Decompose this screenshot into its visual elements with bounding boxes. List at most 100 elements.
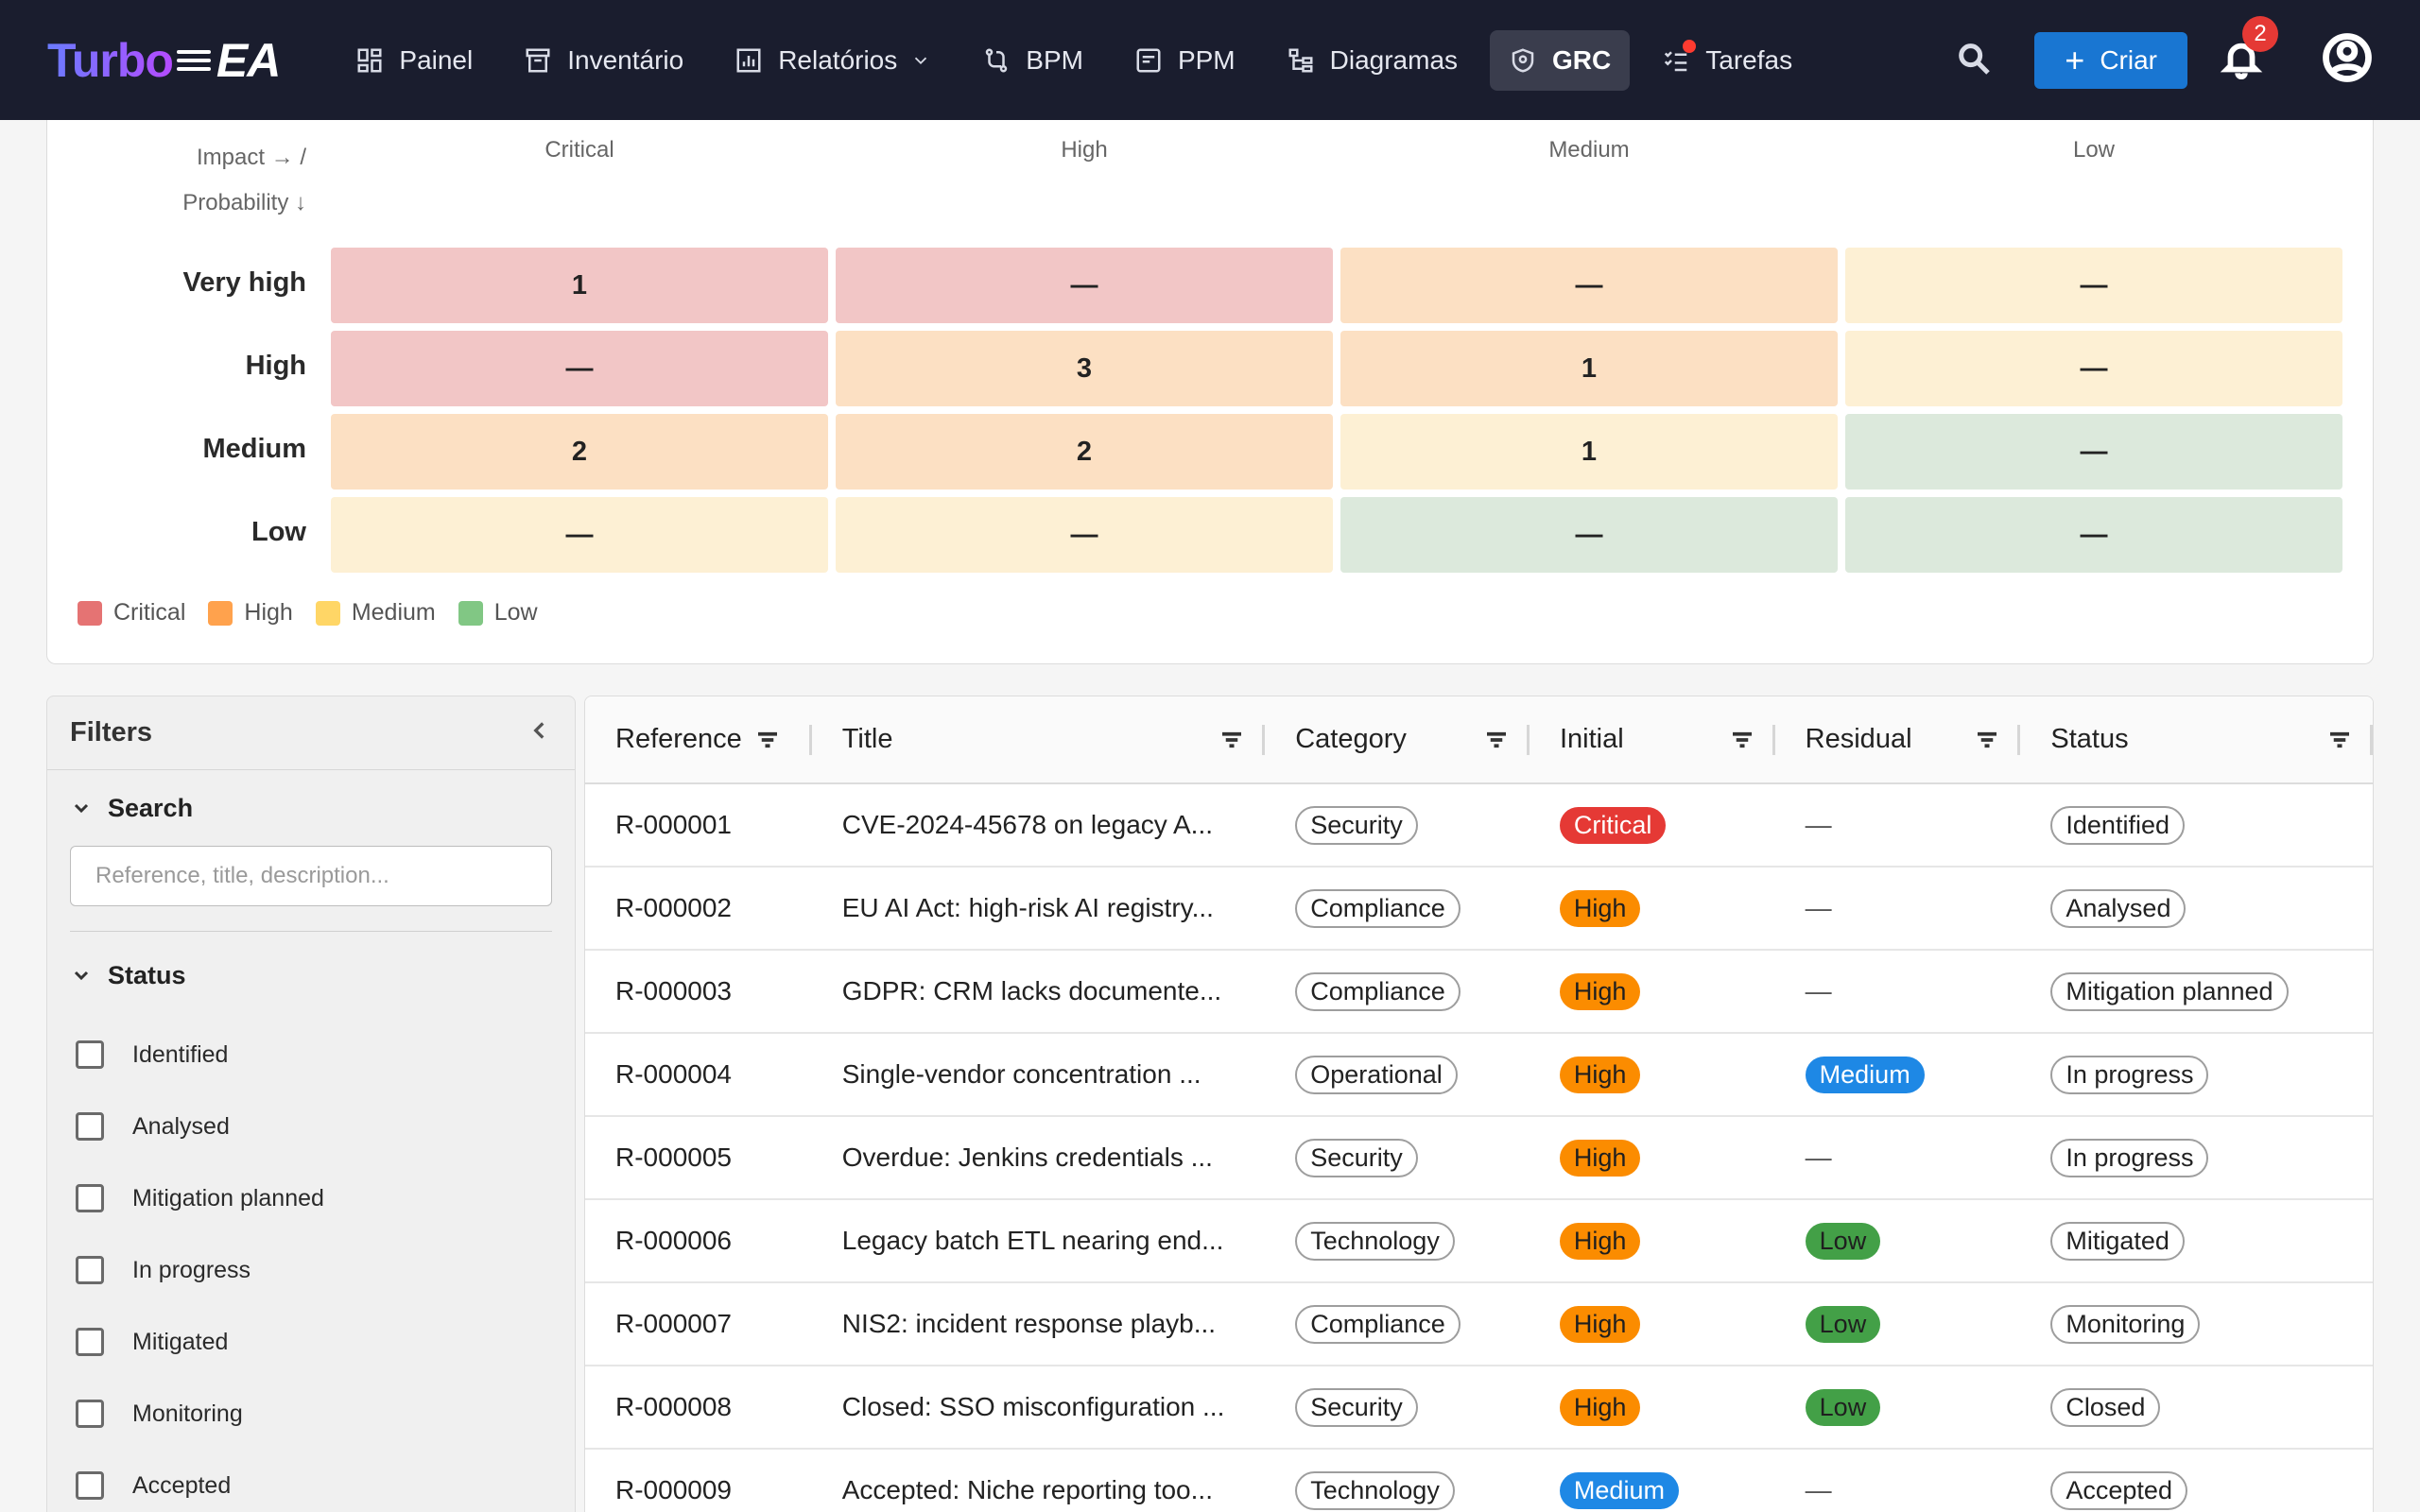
- heatmap-cell[interactable]: —: [1845, 331, 2342, 406]
- heatmap-cell[interactable]: 1: [1340, 414, 1838, 490]
- cell-title[interactable]: Single-vendor concentration ...: [841, 1059, 1201, 1089]
- status-option-analysed[interactable]: Analysed: [70, 1091, 552, 1162]
- checkbox[interactable]: [76, 1328, 104, 1356]
- filter-icon[interactable]: [1482, 726, 1511, 754]
- column-header-status[interactable]: Status: [2020, 696, 2373, 782]
- initial-severity-chip: Medium: [1559, 1471, 1679, 1509]
- nav-item-grc[interactable]: GRC: [1490, 29, 1631, 91]
- column-resizer[interactable]: [1772, 725, 1775, 755]
- legend-swatch: [458, 600, 483, 626]
- heatmap-cell[interactable]: 3: [836, 331, 1333, 406]
- table-row[interactable]: R-000002 EU AI Act: high-risk AI registry…: [585, 868, 2373, 951]
- nav-item-relatorios[interactable]: Relatórios: [716, 30, 950, 91]
- nav-item-diagramas[interactable]: Diagramas: [1268, 30, 1477, 91]
- status-option-monitoring[interactable]: Monitoring: [70, 1378, 552, 1450]
- table-row[interactable]: R-000006 Legacy batch ETL nearing end... T…: [585, 1200, 2373, 1283]
- table-row[interactable]: R-000004 Single-vendor concentration ... O…: [585, 1034, 2373, 1117]
- legend-swatch: [315, 600, 340, 626]
- column-resizer[interactable]: [1526, 725, 1530, 755]
- cell-title[interactable]: GDPR: CRM lacks documente...: [841, 976, 1222, 1005]
- cell-title[interactable]: EU AI Act: high-risk AI registry...: [841, 893, 1214, 922]
- filter-icon[interactable]: [1218, 726, 1246, 754]
- account-button[interactable]: [2322, 32, 2373, 88]
- heatmap-cell[interactable]: —: [331, 331, 828, 406]
- heatmap-cell[interactable]: —: [836, 497, 1333, 573]
- heatmap-cell[interactable]: —: [1845, 248, 2342, 323]
- category-chip: Compliance: [1295, 1304, 1461, 1344]
- checkbox[interactable]: [76, 1400, 104, 1428]
- column-resizer[interactable]: [1262, 725, 1266, 755]
- heatmap-cell[interactable]: 2: [836, 414, 1333, 490]
- checkbox[interactable]: [76, 1256, 104, 1284]
- chevron-down-icon: [915, 57, 927, 64]
- cell-residual: Low: [1775, 1388, 2021, 1426]
- cell-residual: —: [1775, 893, 2021, 923]
- nav-item-bpm[interactable]: BPM: [963, 30, 1102, 91]
- checkbox[interactable]: [76, 1112, 104, 1141]
- table-row[interactable]: R-000008 Closed: SSO misconfiguration ...…: [585, 1366, 2373, 1450]
- checkbox[interactable]: [76, 1040, 104, 1069]
- nav-item-ppm[interactable]: PPM: [1115, 30, 1254, 91]
- column-header-category[interactable]: Category: [1265, 696, 1530, 782]
- column-resizer[interactable]: [2370, 725, 2373, 755]
- filter-icon[interactable]: [1728, 726, 1756, 754]
- filter-icon[interactable]: [2325, 726, 2354, 754]
- table-row[interactable]: R-000005 Overdue: Jenkins credentials ...…: [585, 1117, 2373, 1200]
- cell-category: Security: [1265, 1138, 1530, 1177]
- heatmap-cell[interactable]: —: [1340, 497, 1838, 573]
- chevron-left-icon[interactable]: [527, 718, 552, 747]
- create-button[interactable]: + Criar: [2034, 31, 2187, 89]
- table-row[interactable]: R-000007 NIS2: incident response playb...…: [585, 1283, 2373, 1366]
- cell-status: Monitoring: [2020, 1304, 2373, 1344]
- heatmap-cell[interactable]: —: [836, 248, 1333, 323]
- column-header-title[interactable]: Title: [812, 696, 1266, 782]
- table-row[interactable]: R-000003 GDPR: CRM lacks documente... Comp…: [585, 951, 2373, 1034]
- heatmap-cell[interactable]: —: [331, 497, 828, 573]
- checkbox[interactable]: [76, 1184, 104, 1212]
- heatmap-cell[interactable]: 1: [1340, 331, 1838, 406]
- checkbox[interactable]: [76, 1471, 104, 1500]
- cell-title[interactable]: Overdue: Jenkins credentials ...: [841, 1143, 1213, 1172]
- cell-title[interactable]: Accepted: Niche reporting too...: [841, 1475, 1213, 1504]
- app-logo[interactable]: Turbo EA: [47, 33, 281, 88]
- status-option-accepted[interactable]: Accepted: [70, 1450, 552, 1512]
- heatmap-cell[interactable]: —: [1845, 414, 2342, 490]
- status-option-label: Monitoring: [132, 1400, 243, 1427]
- cell-reference: R-000004: [615, 1059, 732, 1089]
- heatmap-cell[interactable]: 2: [331, 414, 828, 490]
- table-row[interactable]: R-000001 CVE-2024-45678 on legacy A... Sec…: [585, 784, 2373, 868]
- status-section-toggle[interactable]: Status: [70, 932, 552, 1019]
- filter-search-input[interactable]: [70, 846, 552, 906]
- status-option-mitigation-planned[interactable]: Mitigation planned: [70, 1162, 552, 1234]
- cell-title[interactable]: Closed: SSO misconfiguration ...: [841, 1392, 1225, 1421]
- search-icon[interactable]: [1955, 40, 1996, 81]
- status-option-in-progress[interactable]: In progress: [70, 1234, 552, 1306]
- filter-icon[interactable]: [1973, 726, 2001, 754]
- residual-severity-chip: Low: [1805, 1305, 1881, 1343]
- notifications-button[interactable]: 2: [2220, 15, 2278, 84]
- nav-item-tarefas[interactable]: Tarefas: [1643, 30, 1811, 91]
- column-resizer[interactable]: [2017, 725, 2021, 755]
- status-option-identified[interactable]: Identified: [70, 1019, 552, 1091]
- heatmap-cell[interactable]: 1: [331, 248, 828, 323]
- search-section-toggle[interactable]: Search: [70, 770, 552, 846]
- table-row[interactable]: R-000009 Accepted: Niche reporting too...…: [585, 1450, 2373, 1512]
- status-option-mitigated[interactable]: Mitigated: [70, 1306, 552, 1378]
- nav-item-painel[interactable]: Painel: [337, 30, 492, 91]
- nav-item-inventario[interactable]: Inventário: [505, 30, 702, 91]
- column-header-initial[interactable]: Initial: [1530, 696, 1775, 782]
- row-header-medium: Medium: [202, 434, 306, 464]
- column-header-reference[interactable]: Reference: [585, 696, 812, 782]
- heatmap-cell[interactable]: —: [1340, 248, 1838, 323]
- filters-title: Filters: [70, 717, 153, 747]
- cell-title[interactable]: CVE-2024-45678 on legacy A...: [841, 810, 1214, 839]
- nav-label: Inventário: [567, 44, 684, 75]
- cell-reference: R-000003: [615, 976, 732, 1005]
- column-header-residual[interactable]: Residual: [1775, 696, 2021, 782]
- heatmap-cell[interactable]: —: [1845, 497, 2342, 573]
- filter-icon[interactable]: [753, 726, 782, 754]
- cell-title[interactable]: Legacy batch ETL nearing end...: [841, 1226, 1224, 1255]
- residual-severity-chip: Low: [1805, 1222, 1881, 1260]
- column-resizer[interactable]: [808, 725, 812, 755]
- cell-title[interactable]: NIS2: incident response playb...: [841, 1309, 1217, 1338]
